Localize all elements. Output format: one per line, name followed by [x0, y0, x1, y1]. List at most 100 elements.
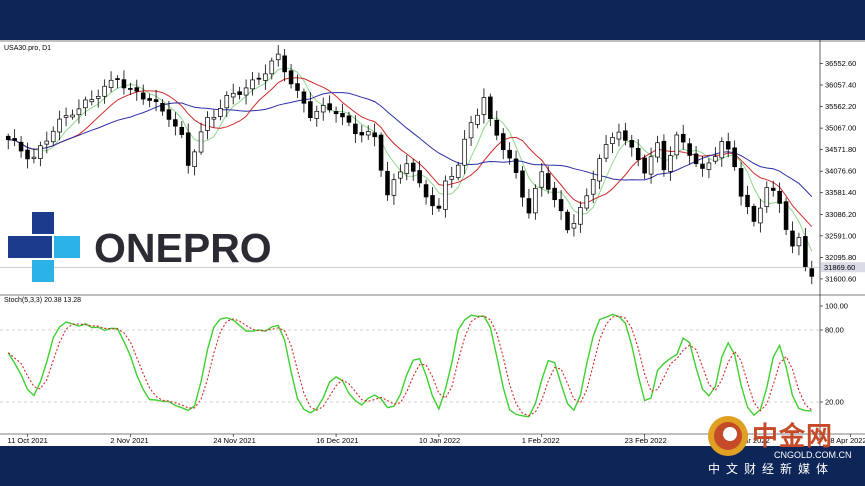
candle-down: [385, 170, 390, 196]
candle-down: [282, 55, 287, 73]
price-tick-label: 35562.20: [825, 102, 856, 111]
candle-down: [725, 141, 731, 150]
candle-down: [18, 141, 24, 152]
candle-down: [520, 170, 525, 198]
candle-down: [288, 70, 294, 85]
candle-up: [218, 108, 223, 117]
candle-down: [430, 195, 435, 207]
time-tick-label: 16 Dec 2021: [316, 436, 359, 445]
candle-up: [108, 79, 114, 88]
candle-down: [507, 149, 512, 159]
candle-up: [192, 151, 197, 167]
candle-down: [770, 187, 776, 191]
candle-up: [584, 195, 590, 209]
candle-down: [340, 113, 345, 118]
time-tick-label: 23 Feb 2022: [625, 436, 667, 445]
candle-down: [629, 140, 635, 148]
price-tick-label: 33086.20: [825, 210, 856, 219]
candle-up: [76, 108, 82, 116]
candle-down: [488, 96, 493, 119]
candle-up: [275, 53, 281, 61]
time-tick-label: 24 Nov 2021: [213, 436, 256, 445]
candle-up: [83, 99, 88, 109]
candle-down: [700, 163, 705, 169]
candle-down: [12, 138, 17, 141]
candle-up: [481, 97, 487, 115]
price-tick-label: 35067.00: [825, 124, 856, 133]
candle-up: [668, 155, 673, 172]
candle-down: [552, 187, 557, 201]
candle-up: [449, 175, 455, 180]
symbol-label: USA30.pro, D1: [4, 45, 51, 52]
candle-down: [372, 132, 377, 138]
candle-up: [89, 99, 95, 103]
candle-up: [263, 73, 268, 81]
candle-up: [57, 118, 62, 133]
cngold-brand-text: 中金网: [752, 422, 834, 452]
stoch-tick-label: 100.00: [825, 302, 848, 311]
time-tick-label: 10 Jan 2022: [419, 436, 460, 445]
candle-down: [738, 168, 744, 197]
candle-up: [31, 156, 37, 159]
candle-up: [597, 158, 602, 182]
candle-up: [603, 144, 609, 159]
current-price-label: 31869.60: [824, 263, 855, 272]
candle-down: [732, 147, 737, 168]
stoch-tick-label: 80.00: [825, 326, 844, 335]
candle-down: [173, 119, 178, 127]
stoch-tick-label: 20.00: [825, 398, 844, 407]
candle-up: [205, 117, 210, 131]
candle-down: [565, 211, 570, 231]
candle-up: [198, 131, 204, 153]
onepro-logo-mark: [8, 212, 80, 282]
time-tick-label: 17 Mar 2022: [728, 436, 770, 445]
candle-down: [237, 91, 242, 95]
candle-up: [462, 138, 467, 166]
onepro-logo: ONEPRO: [4, 208, 272, 288]
candle-up: [571, 223, 577, 229]
candle-up: [674, 134, 680, 156]
cngold-logo-icon: [708, 416, 748, 456]
candle-up: [269, 60, 275, 75]
candle-up: [706, 162, 712, 170]
current-price-box: [821, 262, 865, 273]
candle-up: [314, 110, 320, 119]
candle-down: [417, 170, 422, 184]
candle-down: [327, 103, 332, 111]
time-tick-label: 11 Oct 2021: [8, 436, 48, 445]
candle-up: [230, 92, 236, 98]
candle-up: [320, 105, 326, 113]
candle-down: [777, 190, 782, 204]
candle-up: [443, 180, 448, 210]
candle-down: [185, 132, 191, 166]
price-tick-label: 36552.60: [825, 59, 856, 68]
candle-up: [655, 142, 660, 158]
candle-down: [179, 126, 185, 135]
candle-down: [25, 149, 30, 160]
candle-up: [764, 187, 770, 207]
candle-down: [436, 205, 442, 209]
candle-down: [545, 173, 551, 190]
stoch-d-line: [7, 315, 813, 417]
candle-up: [243, 87, 249, 96]
time-tick-label: 2 Nov 2021: [110, 436, 148, 445]
candle-down: [115, 78, 120, 80]
candle-down: [378, 134, 384, 171]
candle-down: [5, 135, 11, 141]
candle-down: [134, 87, 140, 92]
chart-panel: 36552.60 36057.40 35562.20 35067.00 34571.80…: [0, 40, 865, 446]
logo-text: ONEPRO: [94, 225, 272, 271]
candle-up: [44, 140, 50, 145]
candle-up: [796, 237, 802, 247]
candle-up: [70, 114, 75, 118]
candle-down: [635, 148, 641, 161]
candle-up: [38, 145, 43, 160]
candle-down: [160, 103, 165, 112]
candle-down: [693, 153, 699, 165]
sma-slow-line: [8, 92, 813, 198]
candle-up: [758, 207, 763, 224]
candle-down: [803, 236, 808, 268]
candle-up: [404, 163, 410, 174]
candle-down: [687, 143, 692, 156]
candle-down: [745, 194, 750, 208]
